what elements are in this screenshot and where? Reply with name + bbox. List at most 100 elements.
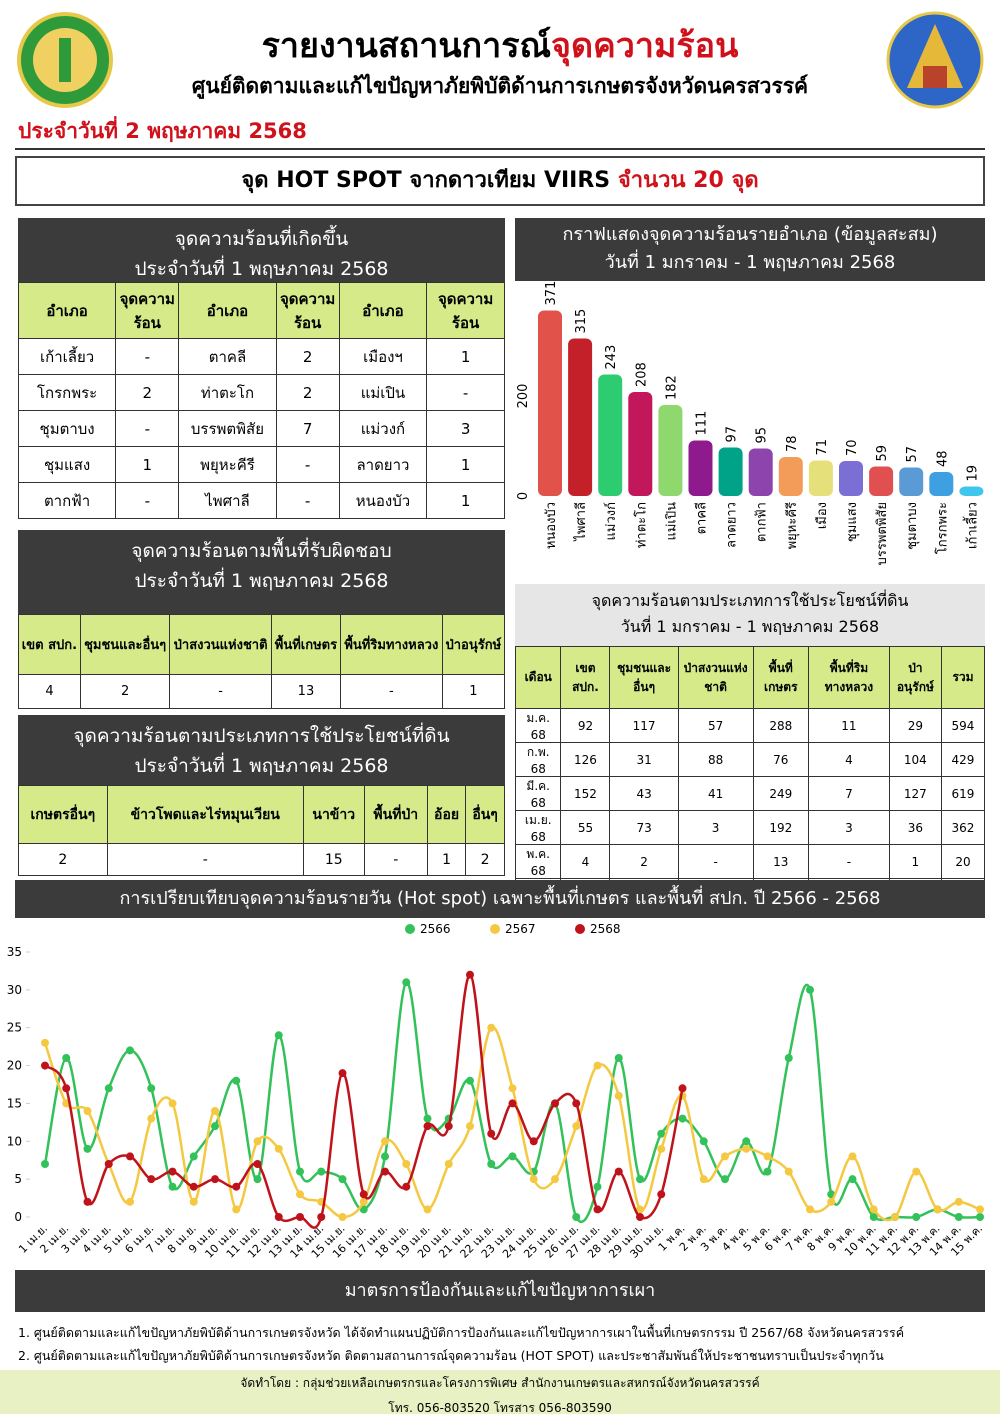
point (593, 1182, 602, 1191)
point (487, 1160, 496, 1168)
point (614, 1167, 623, 1176)
cell: 429 (940, 742, 986, 777)
column-header: อำเภอ (17, 282, 117, 339)
point (636, 1213, 644, 1221)
point (274, 1213, 283, 1221)
value-label: 182 (664, 375, 679, 400)
landuse-table-panel: จุดความร้อนตามประเภทการใช้ประโยชน์ที่ดิน… (18, 715, 505, 876)
legend-label: 2566 (420, 922, 451, 936)
point (869, 1213, 878, 1221)
point (296, 1213, 304, 1221)
cell: ก.พ. 68 (514, 742, 562, 777)
cell: - (808, 844, 890, 879)
table-subtitle: ประจำวันที่ 1 พฤษภาคม 2568 (134, 258, 389, 280)
cell: 127 (888, 776, 942, 811)
table-subtitle: ประจำวันที่ 1 พฤษภาคม 2568 (134, 570, 389, 592)
x-tick-label: เมือง (814, 502, 830, 529)
cell: 3 (677, 810, 754, 845)
point (466, 1076, 474, 1085)
note: 2. ศูนย์ติดตามและแก้ไขปัญหาภัยพิบัติด้าน… (18, 1348, 884, 1363)
point (232, 1205, 241, 1214)
series-line (44, 973, 684, 1229)
cumulative-table-panel: จุดความร้อนตามประเภทการใช้ประโยชน์ที่ดิน… (514, 584, 986, 907)
cell: 1 (115, 446, 180, 483)
point (168, 1099, 177, 1108)
point (954, 1213, 963, 1221)
bar (658, 405, 683, 496)
point (763, 1152, 772, 1161)
point (189, 1182, 198, 1191)
bar-chart-title: กราฟแสดงจุดความร้อนรายอำเภอ (ข้อมูลสะสม) (562, 224, 938, 245)
cell: - (426, 374, 505, 411)
column-header: นาข้าว (302, 785, 365, 844)
column-header: ชุมชนและอื่นๆ (79, 614, 171, 675)
area-table-panel: จุดความร้อนตามพื้นที่รับผิดชอบประจำวันที… (18, 530, 506, 709)
value-label: 19 (965, 465, 980, 482)
value-label: 71 (815, 439, 830, 456)
cell: 11 (808, 708, 890, 743)
point (699, 1137, 708, 1146)
cell: 57 (677, 708, 754, 743)
point (296, 1167, 304, 1176)
cell: โกรกพระ (17, 374, 117, 411)
table: เขต สปก. ชุมชนและอื่นๆ ป่าสงวนแห่งชาติ พื้น… (18, 614, 506, 709)
point (466, 1122, 474, 1131)
value-label: 57 (905, 446, 920, 463)
cell: 249 (752, 776, 810, 811)
point (678, 1114, 687, 1123)
row: เก้าเลี้ยว - ตาคลี 2 เมืองฯ 1 (17, 338, 505, 375)
point (338, 1175, 347, 1184)
point (614, 1054, 623, 1062)
cell: 13 (752, 844, 810, 879)
cell: ตากฟ้า (17, 482, 117, 519)
point (104, 1084, 113, 1093)
bar (929, 472, 954, 496)
cell: 13 (270, 674, 342, 709)
banner-text: จุด HOT SPOT จากดาวเทียม VIIRS (241, 168, 611, 193)
cell: 29 (888, 708, 942, 743)
point (62, 1054, 71, 1062)
bar (538, 310, 562, 496)
column-header: อื่นๆ (465, 785, 505, 844)
cell: 619 (940, 776, 986, 811)
cell: 2 (79, 674, 171, 709)
bar (959, 486, 984, 496)
x-tick-label: บรรพตพิสัย (875, 502, 890, 565)
cell: - (169, 674, 272, 709)
point (147, 1175, 156, 1184)
point (636, 1205, 644, 1214)
point (529, 1137, 538, 1146)
bar (748, 448, 773, 496)
cell: 1 (426, 843, 467, 876)
column-header: รวม (940, 646, 986, 709)
cell: 104 (888, 742, 942, 777)
x-tick-label: แม่เปิน (664, 502, 679, 541)
point (742, 1137, 751, 1146)
point (444, 1122, 453, 1131)
point (423, 1114, 432, 1123)
y-tick-label: 200 (516, 384, 531, 409)
point (126, 1046, 134, 1055)
cell: - (115, 482, 180, 519)
cell: 594 (940, 708, 986, 743)
bar (778, 457, 803, 496)
cell: ชุมแสง (17, 446, 117, 483)
column-header: พื้นที่ริมทางหลวง (340, 614, 443, 675)
point (742, 1144, 751, 1153)
point (721, 1175, 729, 1184)
point (784, 1054, 793, 1062)
point (912, 1167, 921, 1176)
value-label: 48 (935, 450, 950, 467)
table-title: จุดความร้อนตามพื้นที่รับผิดชอบ (131, 540, 392, 562)
footer-credit: จัดทำโดย : กลุ่มช่วยเหลือเกษตรกรและโครงก… (240, 1376, 760, 1390)
x-tick-label: ไพศาลี (573, 502, 589, 542)
column-header: เขต สปก. (18, 614, 81, 675)
cell: - (115, 338, 180, 375)
cell: 2 (18, 843, 108, 876)
bar (568, 338, 593, 496)
point (147, 1084, 156, 1093)
cell: เก้าเลี้ยว (17, 338, 117, 375)
point (83, 1197, 92, 1206)
footer: จัดทำโดย : กลุ่มช่วยเหลือเกษตรกรและโครงก… (0, 1370, 1000, 1414)
